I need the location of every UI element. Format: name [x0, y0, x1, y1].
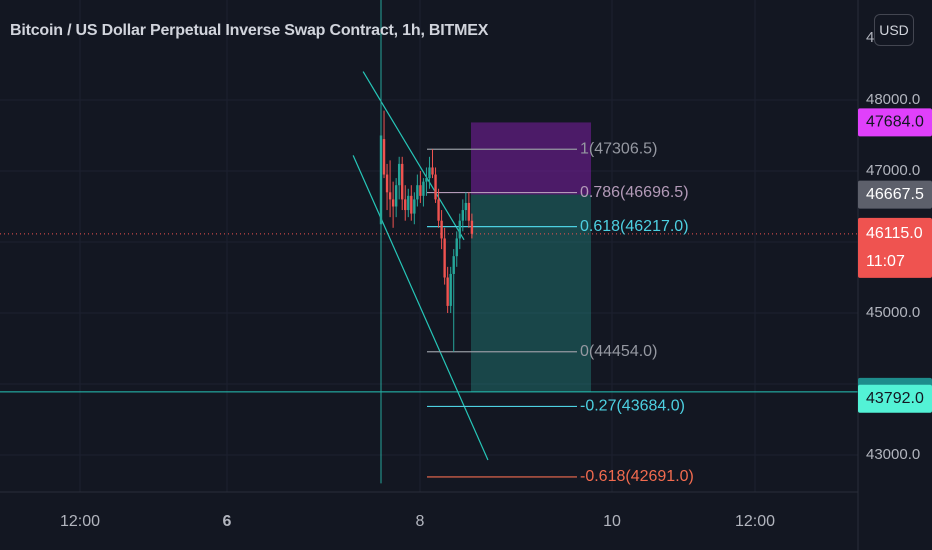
candle-body: [461, 210, 465, 221]
candle-body: [467, 202, 471, 221]
price-axis-tick: 4: [866, 29, 874, 46]
candle-body: [397, 163, 401, 186]
grid-lines: [0, 0, 858, 492]
time-axis-tick: 6: [223, 513, 232, 530]
candle-body: [410, 195, 413, 214]
candle-body: [425, 178, 428, 182]
candle-body: [458, 220, 461, 239]
chart-title: Bitcoin / US Dollar Perpetual Inverse Sw…: [10, 22, 489, 39]
currency-button[interactable]: USD: [874, 14, 914, 46]
candle-body: [413, 199, 416, 214]
price-badge-label: 46115.0: [866, 225, 923, 242]
time-axis-tick: 12:00: [60, 513, 100, 530]
candle-body: [401, 163, 404, 200]
horizontal-lines: [0, 233, 858, 393]
price-axis-tick: 48000.0: [866, 91, 920, 108]
candle-body: [422, 181, 425, 196]
candle-body: [470, 220, 474, 234]
price-badge-label: 46667.5: [866, 186, 924, 203]
candle-body: [431, 167, 434, 175]
fib-level-label: 1(47306.5): [580, 140, 657, 157]
price-badge-label: 43792.0: [866, 390, 924, 407]
candle-body: [449, 273, 452, 306]
price-badge: [858, 217, 932, 278]
price-badge: [858, 180, 932, 209]
candle-body: [434, 174, 437, 200]
candle-body: [428, 167, 431, 179]
time-axis-tick: 8: [416, 513, 425, 530]
fib-level-label: -0.618(42691.0): [580, 468, 694, 485]
candle-body: [388, 192, 392, 200]
time-axis-tick: 10: [603, 513, 621, 530]
candle-body: [443, 238, 446, 278]
price-axis-tick: 43000.0: [866, 446, 920, 463]
fib-level-label: -0.27(43684.0): [580, 398, 685, 415]
stop-loss-zone[interactable]: [471, 122, 591, 195]
candle-body: [385, 174, 389, 193]
trendline-1[interactable]: [362, 71, 465, 241]
price-badge-label: 47684.0: [866, 114, 924, 131]
candle-body: [452, 256, 455, 274]
candle-body: [419, 185, 422, 196]
candle-body: [464, 202, 468, 211]
candles: [379, 0, 474, 484]
price-axis-tick: 47000.0: [866, 162, 920, 179]
fib-extension[interactable]: 1(47306.5) 0.786(46696.5) 0.618(46217.0) 0(…: [427, 140, 694, 485]
candle-body: [379, 135, 383, 225]
candle-body: [455, 238, 458, 257]
price-axis-tick: 45000.0: [866, 304, 920, 321]
candle-body: [437, 199, 440, 221]
time-axis-tick: 12:00: [735, 513, 775, 530]
candle-body: [416, 185, 419, 200]
candle-body: [440, 220, 443, 239]
candle-body: [446, 277, 449, 306]
take-profit-zone[interactable]: [471, 194, 591, 392]
price-badge: [858, 384, 932, 413]
trendline-2[interactable]: [352, 155, 489, 461]
fib-level-label: 0(44454.0): [580, 343, 657, 360]
price-badge-countdown: 11:07: [866, 253, 905, 270]
candle-body: [391, 199, 395, 207]
trendlines[interactable]: [352, 71, 489, 461]
position-zones[interactable]: [471, 122, 591, 392]
candle-body: [404, 199, 407, 211]
candle-body: [407, 195, 410, 211]
price-badge: [858, 108, 932, 137]
fib-level-label: 0.786(46696.5): [580, 184, 689, 201]
candle-body: [382, 139, 386, 175]
fib-level-label: 0.618(46217.0): [580, 218, 689, 235]
candle-body: [394, 185, 398, 207]
